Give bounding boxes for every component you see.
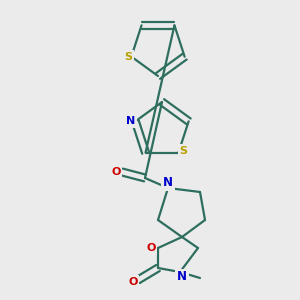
Text: S: S	[179, 146, 188, 156]
Text: S: S	[124, 52, 132, 62]
Text: N: N	[177, 271, 187, 284]
Text: N: N	[163, 176, 173, 190]
Text: N: N	[126, 116, 135, 126]
Text: O: O	[111, 167, 121, 177]
Text: O: O	[146, 243, 156, 253]
Text: O: O	[128, 277, 138, 287]
